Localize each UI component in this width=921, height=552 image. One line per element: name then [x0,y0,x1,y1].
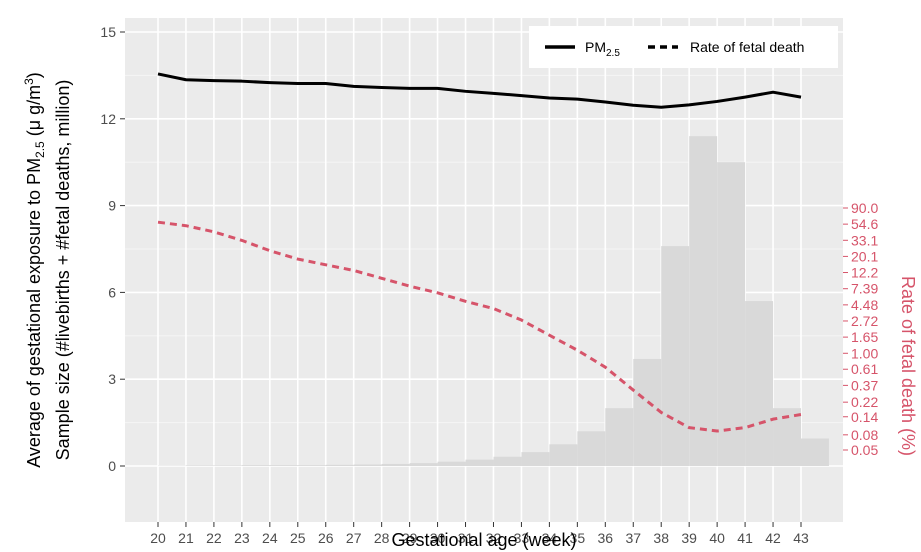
sample-size-bar [605,408,634,466]
legend-box [529,26,838,68]
fetal-death-rate-line [157,220,802,433]
x-tick-label: 38 [653,530,669,546]
sample-size-bar [185,465,214,466]
sample-size-bar [577,431,606,466]
x-tick-label: 30 [430,530,446,546]
x-axis-title: Gestational age (week) [391,530,576,550]
x-tick-label: 28 [374,530,390,546]
sample-size-bar [689,136,718,466]
sample-size-bar [661,246,690,466]
y2-tick-label: 90.0 [851,200,878,216]
y2-tick-label: 1.00 [851,345,878,361]
y2-tick-label: 33.1 [851,232,878,248]
x-tick-label: 20 [150,530,166,546]
sample-size-bar [437,461,466,466]
sample-size-bar [521,452,550,466]
x-tick-label: 23 [234,530,250,546]
sample-size-bar [717,162,746,466]
x-tick-label: 43 [793,530,809,546]
sample-size-bar [801,438,829,466]
legend: PM2.5 Rate of fetal death [529,26,838,68]
y2-tick-label: 0.05 [851,442,878,458]
sample-size-bar [297,465,326,466]
y-tick-label: 15 [100,24,116,40]
x-tick-label: 31 [458,530,474,546]
sample-size-bar [213,465,242,466]
x-tick-label: 34 [542,530,558,546]
y2-tick-label: 0.22 [851,394,878,410]
x-tick-label: 33 [514,530,530,546]
sample-size-bar [633,358,662,466]
x-tick-label: 39 [681,530,697,546]
sample-size-bar [269,465,298,466]
legend-label-pm25: PM2.5 [585,39,620,59]
legend-label-rate: Rate of fetal death [690,39,804,55]
x-tick-label: 35 [570,530,586,546]
x-tick-label: 22 [206,530,222,546]
y-tick-label: 6 [108,284,116,300]
y-tick-label: 3 [108,371,116,387]
y-axis-ticks: 0 3 6 9 12 15 [100,24,125,474]
y2-tick-label: 0.61 [851,361,878,377]
pm25-line [157,72,802,109]
y-axis-title-line2: Sample size (#livebirths + #fetal deaths… [53,80,73,461]
y-tick-label: 12 [100,111,116,127]
x-tick-label: 27 [346,530,362,546]
y-tick-label: 0 [108,458,116,474]
y-axis-title-line1: Average of gestational exposure to PM2.5… [22,72,47,468]
sample-size-bar [745,301,774,466]
x-tick-label: 32 [486,530,502,546]
sample-size-bar [381,463,410,466]
y2-tick-label: 7.39 [851,281,878,297]
y2-axis-ticks: 0.050.08 0.140.220.370.611.001.652.724.48… [843,200,878,458]
x-tick-label: 36 [598,530,614,546]
x-tick-label: 40 [709,530,725,546]
x-tick-label: 37 [625,530,641,546]
y2-tick-label: 2.72 [851,313,878,329]
y2-tick-label: 0.08 [851,427,878,443]
y2-tick-label: 4.48 [851,297,878,313]
sample-size-bar [493,456,522,466]
y2-tick-label: 0.37 [851,377,878,393]
y2-tick-label: 12.2 [851,265,878,281]
sample-size-bar [325,464,354,466]
series-lines [157,72,802,433]
y-tick-label: 9 [108,198,116,214]
y2-axis-title: Rate of fetal death (%) [898,276,918,456]
sample-size-bar [549,444,578,466]
x-tick-label: 21 [178,530,194,546]
y2-tick-label: 20.1 [851,248,878,264]
sample-size-bar [409,463,438,466]
sample-size-bar [241,465,270,466]
x-axis-ticks: 20 21 22 23 24 25 26 27 28 29 30 31 32 33 34 35 36 37 38 39… [150,522,809,546]
x-tick-label: 24 [262,530,278,546]
x-tick-label: 25 [290,530,306,546]
x-tick-label: 41 [737,530,753,546]
sample-size-bars [158,136,829,466]
y2-tick-label: 1.65 [851,329,878,345]
y2-tick-label: 0.14 [851,409,878,425]
sample-size-bar [353,464,382,466]
x-tick-label: 26 [318,530,334,546]
x-tick-label: 42 [765,530,781,546]
sample-size-bar [465,459,494,466]
y2-tick-label: 54.6 [851,216,878,232]
x-tick-label: 29 [402,530,418,546]
